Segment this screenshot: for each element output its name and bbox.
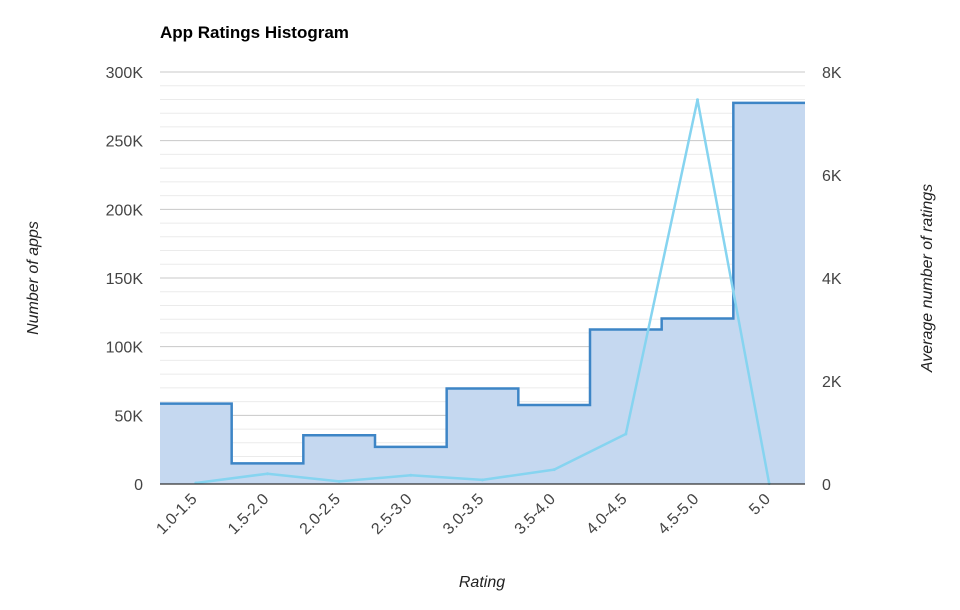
x-tick-label: 5.0 <box>746 491 774 519</box>
y2-axis-title: Average number of ratings <box>919 184 936 373</box>
y2-tick-label: 6K <box>822 168 842 185</box>
y-axis-title: Number of apps <box>25 221 42 335</box>
y-tick-label: 250K <box>106 134 144 151</box>
x-axis-ticks: 1.0-1.5 1.5-2.0 2.0-2.5 2.5-3.0 3.0-3.5 3.5-4… <box>153 491 774 538</box>
apps-step-3.0-3.5 <box>447 389 519 484</box>
avg-ratings-point-4.5-5.0 <box>696 98 699 102</box>
x-tick-label: 4.5-5.0 <box>655 491 702 538</box>
avg-ratings-point-3.5-4.0 <box>552 468 556 472</box>
y-tick-label: 100K <box>106 340 144 357</box>
y-tick-label: 300K <box>106 65 144 82</box>
avg-ratings-point-1.5-2.0 <box>266 472 269 476</box>
avg-ratings-point-4.0-4.5 <box>624 432 628 436</box>
y2-tick-label: 2K <box>822 374 842 391</box>
gridlines <box>160 71 805 471</box>
chart-title: App Ratings Histogram <box>160 23 349 42</box>
avg-ratings-point-2.5-3.0 <box>409 473 413 477</box>
apps-step-2.0-2.5 <box>303 435 375 484</box>
y2-tick-label: 0 <box>822 477 831 494</box>
x-tick-label: 2.0-2.5 <box>297 491 344 538</box>
apps-area-fill <box>160 102 805 485</box>
apps-step-5.0 <box>733 103 805 484</box>
x-tick-label: 1.0-1.5 <box>153 491 200 538</box>
apps-step-line <box>160 101 805 465</box>
avg-ratings-point-3.0-3.5 <box>481 478 484 482</box>
y-tick-label: 50K <box>115 408 144 425</box>
x-tick-label: 1.5-2.0 <box>225 491 272 538</box>
y-tick-label: 0 <box>134 477 143 494</box>
apps-step-1.0-1.5 <box>160 404 232 484</box>
y-tick-label: 200K <box>106 202 144 219</box>
x-tick-label: 3.0-3.5 <box>440 491 487 538</box>
x-tick-label: 2.5-3.0 <box>368 491 415 538</box>
apps-step-4.5-5.0 <box>662 319 734 484</box>
x-axis-title: Rating <box>459 574 505 591</box>
y2-tick-label: 4K <box>822 271 842 288</box>
right-y-axis-ticks: 0 2K 4K 6K 8K <box>822 65 842 494</box>
y2-tick-label: 8K <box>822 65 842 82</box>
apps-step-4.0-4.5 <box>590 330 662 485</box>
avg-ratings-point-2.0-2.5 <box>337 479 341 483</box>
x-tick-label: 3.5-4.0 <box>512 491 559 538</box>
left-y-axis-ticks: 0 50K 100K 150K 200K 250K 300K <box>106 65 144 494</box>
y-tick-label: 150K <box>106 271 144 288</box>
x-tick-label: 4.0-4.5 <box>583 491 630 538</box>
number-of-apps-series <box>160 101 805 485</box>
